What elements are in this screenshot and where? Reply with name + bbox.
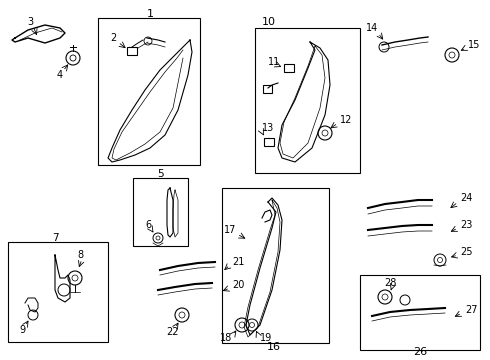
Bar: [222, 188, 329, 343]
Text: 7: 7: [51, 233, 58, 243]
Text: 17: 17: [224, 225, 236, 235]
Bar: [263, 85, 272, 93]
Text: 18: 18: [220, 333, 232, 343]
Text: 16: 16: [267, 342, 281, 352]
Text: 22: 22: [166, 327, 178, 337]
Text: 19: 19: [260, 333, 272, 343]
Text: 14: 14: [366, 23, 378, 33]
Bar: [133, 178, 188, 246]
Text: 21: 21: [232, 257, 245, 267]
Text: 20: 20: [232, 280, 245, 290]
Text: 26: 26: [413, 347, 427, 357]
Text: 15: 15: [468, 40, 480, 50]
Text: 8: 8: [77, 250, 83, 260]
Text: 24: 24: [460, 193, 472, 203]
Text: 1: 1: [147, 9, 153, 19]
Bar: [360, 275, 480, 350]
Text: 12: 12: [340, 115, 352, 125]
Text: 25: 25: [460, 247, 472, 257]
Text: 4: 4: [57, 70, 63, 80]
Text: 9: 9: [19, 325, 25, 335]
Text: 23: 23: [460, 220, 472, 230]
Bar: [127, 47, 137, 55]
Text: 13: 13: [262, 123, 274, 133]
Text: 27: 27: [465, 305, 477, 315]
Bar: [8, 242, 108, 342]
Text: 10: 10: [262, 17, 276, 27]
Text: 5: 5: [157, 169, 163, 179]
Bar: [98, 18, 200, 165]
Bar: [264, 138, 274, 146]
Text: 2: 2: [110, 33, 116, 43]
Text: 6: 6: [145, 220, 151, 230]
Bar: [284, 64, 294, 72]
Text: 28: 28: [384, 278, 396, 288]
Text: 3: 3: [27, 17, 33, 27]
Text: 11: 11: [268, 57, 280, 67]
Bar: [255, 28, 360, 173]
